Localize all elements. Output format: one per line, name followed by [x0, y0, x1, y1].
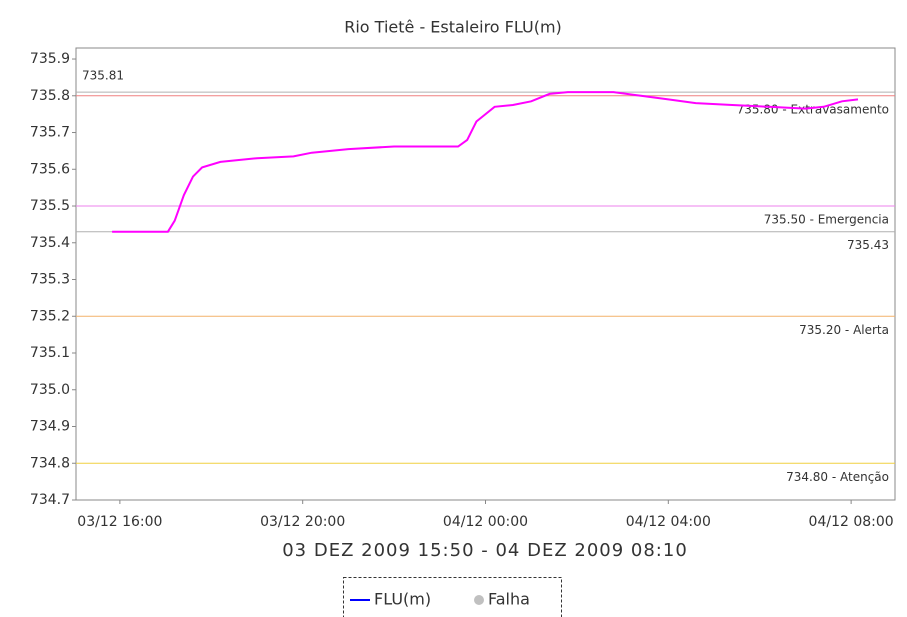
y-tick-label: 735.0	[30, 382, 70, 398]
y-tick-label: 735.7	[30, 125, 70, 141]
x-tick-label: 03/12 16:00	[77, 514, 162, 530]
chart-subtitle: 03 DEZ 2009 15:50 - 04 DEZ 2009 08:10	[282, 540, 688, 561]
y-tick-label: 735.5	[30, 198, 70, 214]
y-tick-label: 734.9	[30, 419, 70, 435]
y-tick-label: 735.1	[30, 345, 70, 361]
y-tick-label: 735.3	[30, 272, 70, 288]
reference-label: 735.80 - Extravasamento	[737, 102, 889, 116]
y-tick-label: 735.2	[30, 308, 70, 324]
legend-box	[343, 577, 562, 617]
legend-swatch	[474, 595, 484, 605]
reference-label: 735.50 - Emergencia	[764, 213, 889, 227]
x-tick-label: 04/12 04:00	[626, 514, 711, 530]
x-tick-label: 04/12 00:00	[443, 514, 528, 530]
y-tick-label: 735.9	[30, 51, 70, 67]
series-line	[112, 91, 859, 233]
legend-label: Falha	[488, 590, 530, 609]
chart-title: Rio Tietê - Estaleiro FLU(m)	[344, 18, 562, 37]
plot-area	[75, 47, 896, 501]
legend-label: FLU(m)	[374, 590, 431, 609]
y-tick-label: 734.7	[30, 492, 70, 508]
x-tick-label: 04/12 08:00	[809, 514, 894, 530]
y-tick-label: 734.8	[30, 455, 70, 471]
y-tick-label: 735.6	[30, 161, 70, 177]
y-tick-label: 735.8	[30, 88, 70, 104]
reference-label: 734.80 - Atenção	[786, 470, 889, 484]
reference-label: 735.20 - Alerta	[799, 323, 889, 337]
y-tick-label: 735.4	[30, 235, 70, 251]
reference-label: 735.43	[847, 238, 889, 252]
reference-label: 735.81	[82, 69, 124, 83]
x-tick-label: 03/12 20:00	[260, 514, 345, 530]
